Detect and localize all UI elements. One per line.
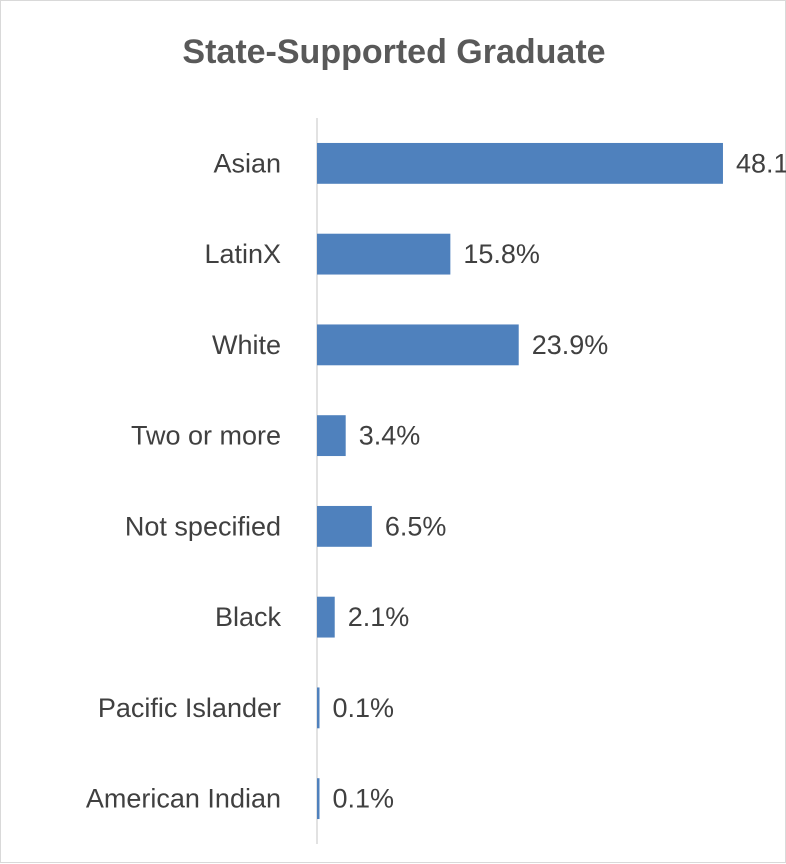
value-label-pacific-islander: 0.1% [333, 693, 395, 723]
value-label-latinx: 15.8% [463, 239, 540, 269]
category-label-american-indian: American Indian [86, 784, 281, 814]
bar-white [317, 324, 519, 366]
bar-american-indian [317, 778, 320, 820]
category-label-two-or-more: Two or more [131, 421, 281, 451]
category-label-asian: Asian [213, 148, 281, 178]
bar-two-or-more [317, 415, 346, 457]
category-label-not-specified: Not specified [125, 511, 281, 541]
value-label-black: 2.1% [348, 602, 410, 632]
value-label-asian: 48.1% [736, 148, 786, 178]
value-label-american-indian: 0.1% [333, 784, 395, 814]
value-label-white: 23.9% [532, 330, 609, 360]
chart-title: State-Supported Graduate [182, 33, 606, 71]
bar-black [317, 596, 335, 638]
category-label-black: Black [215, 602, 282, 632]
value-label-not-specified: 6.5% [385, 511, 447, 541]
value-label-two-or-more: 3.4% [359, 421, 421, 451]
bar-latinx [317, 233, 451, 275]
category-label-latinx: LatinX [204, 239, 281, 269]
category-label-white: White [212, 330, 281, 360]
bar-not-specified [317, 505, 372, 547]
bar-asian [317, 142, 723, 184]
category-label-pacific-islander: Pacific Islander [98, 693, 281, 723]
bar-pacific-islander [317, 687, 320, 729]
